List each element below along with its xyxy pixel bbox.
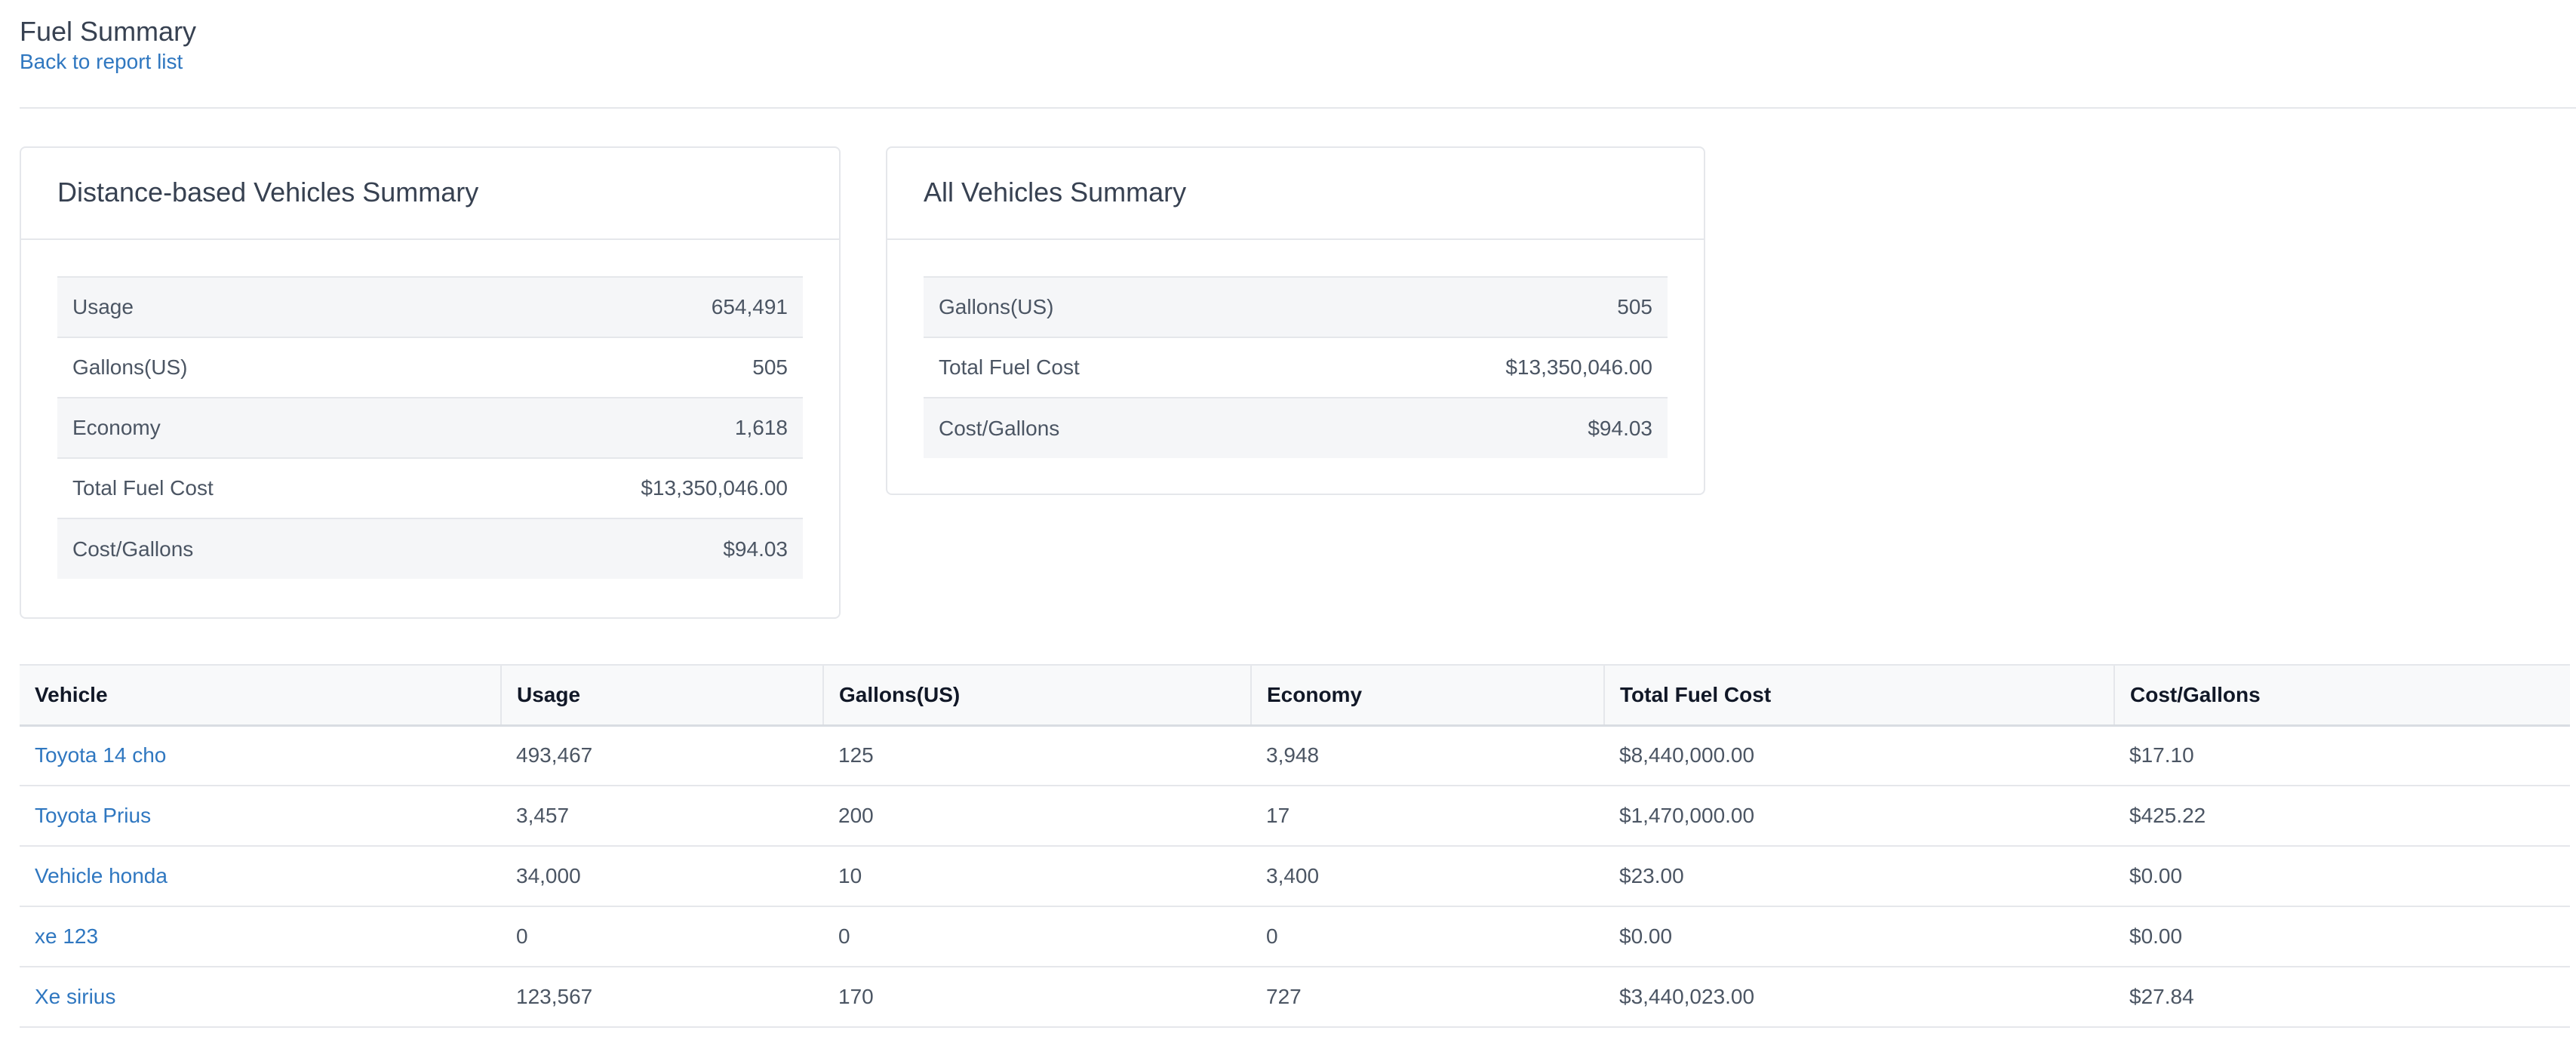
header-divider — [20, 107, 2576, 109]
total-fuel-cost-cell: $8,440,000.00 — [1619, 743, 1755, 767]
cost-per-gallon-cell: $425.22 — [2129, 804, 2206, 827]
summary-value: 505 — [752, 355, 788, 379]
summary-row: Total Fuel Cost $13,350,046.00 — [924, 337, 1668, 398]
summary-row: Gallons(US) 505 — [57, 337, 803, 398]
vehicle-link[interactable]: Xe sirius — [35, 985, 116, 1008]
table-row: xe 123 0 0 0 $0.00 $0.00 — [20, 906, 2570, 967]
distance-summary-table: Usage 654,491 Gallons(US) 505 Economy 1,… — [57, 276, 803, 579]
summary-label: Economy — [72, 416, 161, 439]
all-vehicles-summary-table: Gallons(US) 505 Total Fuel Cost $13,350,… — [924, 276, 1668, 458]
economy-cell: 727 — [1266, 985, 1302, 1008]
summary-value: $13,350,046.00 — [641, 476, 788, 500]
summary-label: Gallons(US) — [72, 355, 188, 379]
column-header-economy[interactable]: Economy — [1251, 665, 1605, 725]
all-vehicles-summary-title: All Vehicles Summary — [887, 148, 1704, 240]
all-vehicles-summary-card: All Vehicles Summary Gallons(US) 505 Tot… — [886, 146, 1705, 495]
cost-per-gallon-cell: $17.10 — [2129, 743, 2194, 767]
vehicles-table: Vehicle Usage Gallons(US) Economy Total … — [20, 664, 2570, 1028]
table-row: Toyota Prius 3,457 200 17 $1,470,000.00 … — [20, 786, 2570, 846]
summary-value: 505 — [1617, 295, 1652, 318]
table-row: Toyota 14 cho 493,467 125 3,948 $8,440,0… — [20, 725, 2570, 786]
column-header-usage[interactable]: Usage — [501, 665, 824, 725]
total-fuel-cost-cell: $3,440,023.00 — [1619, 985, 1755, 1008]
economy-cell: 0 — [1266, 924, 1278, 948]
cost-per-gallon-cell: $0.00 — [2129, 864, 2183, 887]
summary-row: Economy 1,618 — [57, 398, 803, 458]
summary-row: Cost/Gallons $94.03 — [57, 518, 803, 579]
vehicle-link[interactable]: Toyota 14 cho — [35, 743, 167, 767]
usage-cell: 0 — [516, 924, 528, 948]
column-header-total-fuel-cost[interactable]: Total Fuel Cost — [1604, 665, 2115, 725]
economy-cell: 17 — [1266, 804, 1290, 827]
summary-label: Gallons(US) — [939, 295, 1054, 318]
page-header: Fuel Summary Back to report list — [20, 15, 196, 75]
gallons-cell: 125 — [838, 743, 874, 767]
page-title: Fuel Summary — [20, 16, 197, 47]
summary-row: Gallons(US) 505 — [924, 277, 1668, 337]
usage-cell: 123,567 — [516, 985, 593, 1008]
column-header-vehicle[interactable]: Vehicle — [20, 665, 502, 725]
usage-cell: 34,000 — [516, 864, 581, 887]
summary-label: Cost/Gallons — [939, 416, 1060, 440]
cost-per-gallon-cell: $27.84 — [2129, 985, 2194, 1008]
gallons-cell: 200 — [838, 804, 874, 827]
economy-cell: 3,400 — [1266, 864, 1320, 887]
summary-label: Cost/Gallons — [72, 537, 194, 561]
total-fuel-cost-cell: $0.00 — [1619, 924, 1673, 948]
summary-value: $94.03 — [1588, 416, 1652, 440]
summary-value: 654,491 — [711, 295, 788, 318]
vehicle-link[interactable]: Vehicle honda — [35, 864, 168, 887]
summary-value: $94.03 — [723, 537, 788, 561]
gallons-cell: 0 — [838, 924, 850, 948]
summary-row: Usage 654,491 — [57, 277, 803, 337]
summary-value: 1,618 — [734, 416, 788, 439]
summary-label: Total Fuel Cost — [72, 476, 214, 500]
table-header-row: Vehicle Usage Gallons(US) Economy Total … — [20, 665, 2570, 725]
summary-value: $13,350,046.00 — [1505, 355, 1652, 379]
summary-label: Usage — [72, 295, 134, 318]
economy-cell: 3,948 — [1266, 743, 1320, 767]
table-row: Vehicle honda 34,000 10 3,400 $23.00 $0.… — [20, 846, 2570, 906]
vehicle-link[interactable]: xe 123 — [35, 924, 99, 948]
distance-summary-title: Distance-based Vehicles Summary — [21, 148, 839, 240]
vehicle-link[interactable]: Toyota Prius — [35, 804, 152, 827]
summary-row: Cost/Gallons $94.03 — [924, 398, 1668, 458]
usage-cell: 3,457 — [516, 804, 570, 827]
gallons-cell: 10 — [838, 864, 862, 887]
usage-cell: 493,467 — [516, 743, 593, 767]
back-to-report-list-link[interactable]: Back to report list — [20, 50, 183, 73]
cost-per-gallon-cell: $0.00 — [2129, 924, 2183, 948]
total-fuel-cost-cell: $1,470,000.00 — [1619, 804, 1755, 827]
column-header-gallons[interactable]: Gallons(US) — [823, 665, 1252, 725]
total-fuel-cost-cell: $23.00 — [1619, 864, 1684, 887]
column-header-cost-per-gallon[interactable]: Cost/Gallons — [2130, 682, 2261, 706]
summary-row: Total Fuel Cost $13,350,046.00 — [57, 458, 803, 518]
gallons-cell: 170 — [838, 985, 874, 1008]
summary-label: Total Fuel Cost — [939, 355, 1080, 379]
table-row: Xe sirius 123,567 170 727 $3,440,023.00 … — [20, 967, 2570, 1027]
distance-summary-card: Distance-based Vehicles Summary Usage 65… — [20, 146, 841, 619]
